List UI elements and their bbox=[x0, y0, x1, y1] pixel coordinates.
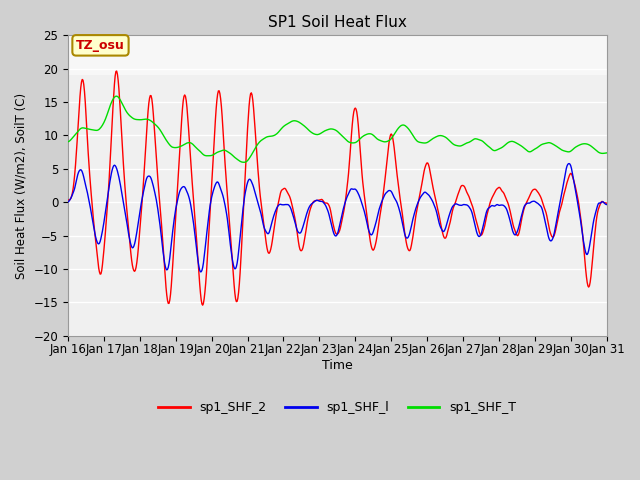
sp1_SHF_T bbox=[603, 150, 611, 156]
sp1_SHF_l bbox=[330, 230, 337, 236]
Line: sp1_SHF_l: sp1_SHF_l bbox=[68, 164, 607, 272]
sp1_SHF_l bbox=[206, 203, 214, 208]
sp1_SHF_l bbox=[64, 199, 72, 205]
sp1_SHF_l bbox=[196, 269, 204, 275]
sp1_SHF_l bbox=[435, 220, 443, 226]
sp1_SHF_T bbox=[113, 93, 120, 99]
sp1_SHF_2 bbox=[207, 195, 215, 201]
Line: sp1_SHF_2: sp1_SHF_2 bbox=[68, 71, 607, 305]
sp1_SHF_T bbox=[436, 132, 444, 138]
Bar bbox=[68, 36, 607, 75]
sp1_SHF_T bbox=[240, 159, 248, 165]
sp1_SHF_T bbox=[555, 145, 563, 151]
sp1_SHF_T bbox=[64, 139, 72, 144]
sp1_SHF_l bbox=[554, 210, 562, 216]
sp1_SHF_2 bbox=[183, 105, 191, 110]
Y-axis label: Soil Heat Flux (W/m2), SoilT (C): Soil Heat Flux (W/m2), SoilT (C) bbox=[15, 93, 28, 278]
sp1_SHF_T bbox=[206, 153, 214, 158]
sp1_SHF_2 bbox=[383, 160, 390, 166]
sp1_SHF_l bbox=[382, 190, 390, 196]
sp1_SHF_T bbox=[383, 139, 390, 144]
sp1_SHF_2 bbox=[603, 200, 611, 206]
sp1_SHF_2 bbox=[64, 197, 72, 203]
sp1_SHF_2 bbox=[436, 216, 444, 222]
Text: TZ_osu: TZ_osu bbox=[76, 39, 125, 52]
sp1_SHF_T bbox=[183, 140, 191, 146]
sp1_SHF_l bbox=[182, 187, 190, 193]
sp1_SHF_2 bbox=[555, 212, 563, 218]
sp1_SHF_2 bbox=[113, 68, 120, 74]
Line: sp1_SHF_T: sp1_SHF_T bbox=[68, 96, 607, 162]
sp1_SHF_l bbox=[565, 161, 573, 167]
sp1_SHF_2 bbox=[199, 302, 207, 308]
X-axis label: Time: Time bbox=[322, 359, 353, 372]
Legend: sp1_SHF_2, sp1_SHF_l, sp1_SHF_T: sp1_SHF_2, sp1_SHF_l, sp1_SHF_T bbox=[153, 396, 522, 419]
sp1_SHF_T bbox=[330, 127, 338, 132]
sp1_SHF_l bbox=[603, 202, 611, 207]
Title: SP1 Soil Heat Flux: SP1 Soil Heat Flux bbox=[268, 15, 407, 30]
sp1_SHF_2 bbox=[330, 227, 338, 232]
